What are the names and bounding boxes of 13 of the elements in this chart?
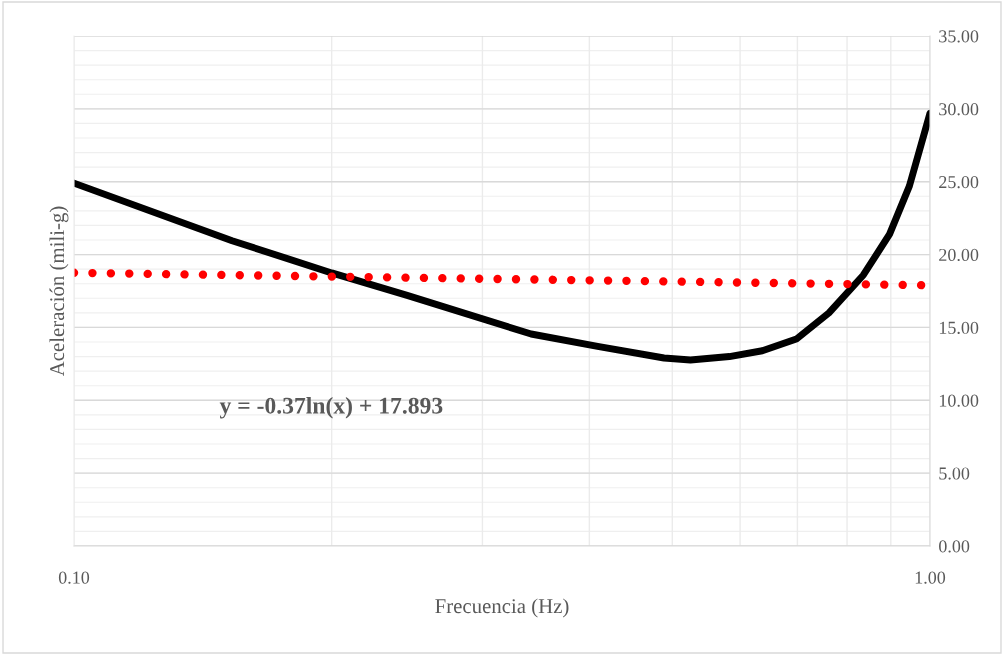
y-tick-label: 35.00 <box>939 30 979 43</box>
x-axis-title: Frecuencia (Hz) <box>435 598 569 618</box>
x-tick-label: 1.00 <box>915 571 946 584</box>
y-tick-label: 5.00 <box>939 467 970 480</box>
y-axis-title: Aceleración (mili-g) <box>49 206 69 377</box>
y-tick-label: 15.00 <box>939 321 979 334</box>
annotation: y = -0.37ln(x) + 17.893 <box>219 397 443 419</box>
y-tick-label: 25.00 <box>939 175 979 189</box>
y-tick-label: 0.00 <box>939 540 970 553</box>
y-tick-label: 10.00 <box>939 394 979 407</box>
y-tick-label: 20.00 <box>939 248 979 262</box>
x-tick-label: 0.10 <box>58 571 90 584</box>
y-tick-label: 30.00 <box>939 103 979 116</box>
